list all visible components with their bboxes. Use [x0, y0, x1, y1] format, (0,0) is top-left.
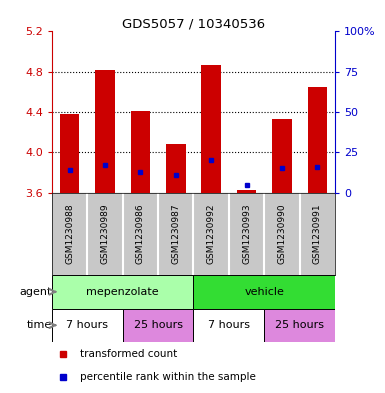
- Text: GSM1230986: GSM1230986: [136, 204, 145, 264]
- Bar: [237, 189, 256, 193]
- Bar: [193, 275, 335, 309]
- Bar: [272, 119, 291, 193]
- Text: GSM1230991: GSM1230991: [313, 204, 322, 264]
- Text: 7 hours: 7 hours: [66, 320, 108, 330]
- Text: transformed count: transformed count: [80, 349, 177, 359]
- Bar: [60, 114, 79, 193]
- Text: GSM1230988: GSM1230988: [65, 204, 74, 264]
- Text: GSM1230987: GSM1230987: [171, 204, 180, 264]
- Bar: [166, 144, 186, 193]
- Text: GSM1230992: GSM1230992: [207, 204, 216, 264]
- Bar: [95, 70, 115, 193]
- Text: 7 hours: 7 hours: [208, 320, 250, 330]
- Bar: [264, 309, 335, 342]
- Text: vehicle: vehicle: [244, 287, 284, 297]
- Text: GSM1230989: GSM1230989: [100, 204, 110, 264]
- Bar: [193, 309, 264, 342]
- Text: percentile rank within the sample: percentile rank within the sample: [80, 372, 256, 382]
- Bar: [123, 309, 193, 342]
- Text: GSM1230990: GSM1230990: [277, 204, 286, 264]
- Title: GDS5057 / 10340536: GDS5057 / 10340536: [122, 17, 265, 30]
- Text: mepenzolate: mepenzolate: [86, 287, 159, 297]
- Text: 25 hours: 25 hours: [134, 320, 182, 330]
- Text: agent: agent: [20, 287, 52, 297]
- Text: time: time: [27, 320, 52, 330]
- Bar: [52, 309, 123, 342]
- Bar: [308, 87, 327, 193]
- Bar: [52, 275, 193, 309]
- Text: GSM1230993: GSM1230993: [242, 204, 251, 264]
- Bar: [131, 111, 150, 193]
- Text: 25 hours: 25 hours: [275, 320, 324, 330]
- Bar: [201, 65, 221, 193]
